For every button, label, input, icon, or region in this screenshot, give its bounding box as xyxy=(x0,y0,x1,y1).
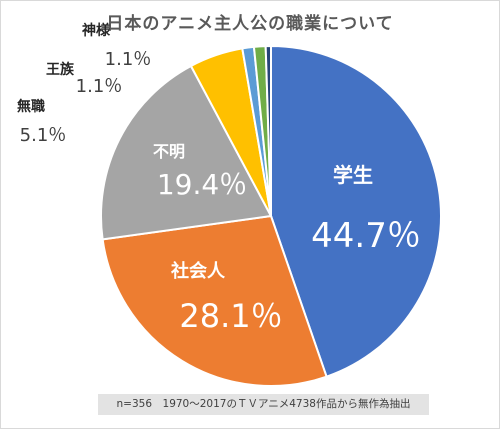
slice-value-working-adult: 28.1％ xyxy=(179,297,282,335)
slice-value-god: 1.1％ xyxy=(105,49,152,70)
pie-slice-unknown xyxy=(100,65,272,241)
slice-value-royalty: 1.1％ xyxy=(76,76,123,97)
footnote: n=356 1970～2017のＴＶアニメ4738作品から無作為抽出 xyxy=(98,394,429,415)
slice-value-student: 44.7％ xyxy=(311,216,421,256)
slice-value-unknown: 19.4％ xyxy=(157,168,247,201)
slice-label-royalty: 王族 xyxy=(46,61,75,78)
slice-value-unemployed: 5.1％ xyxy=(20,125,67,146)
slice-label-god: 神様 xyxy=(82,22,111,39)
chart-title: 日本のアニメ主人公の職業について xyxy=(106,14,394,34)
slice-label-unemployed: 無職 xyxy=(17,98,45,115)
slice-label-student: 学生 xyxy=(333,163,373,187)
pie-slice-other xyxy=(264,44,272,217)
pie-slices xyxy=(100,44,442,387)
pie-slice-working-adult xyxy=(101,215,328,387)
pie-slice-student xyxy=(270,45,442,378)
slice-label-unknown: 不明 xyxy=(153,142,185,161)
slice-label-working-adult: 社会人 xyxy=(171,260,226,282)
pie-labels: 学生 44.7％ 社会人 28.1％ 不明 19.4％ 無職 5.1％ 王族 1… xyxy=(17,22,421,335)
